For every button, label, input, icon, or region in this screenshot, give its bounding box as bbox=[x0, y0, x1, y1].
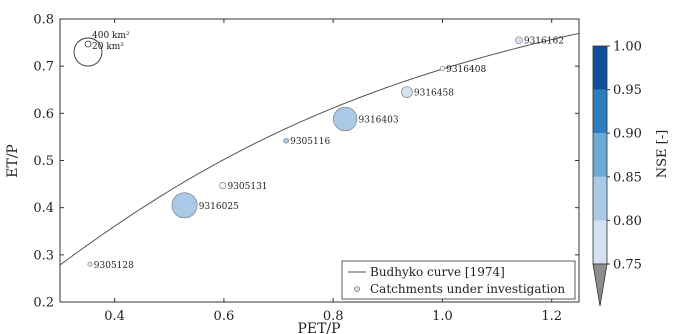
budyko-curve bbox=[60, 32, 579, 266]
catchment-points bbox=[87, 36, 523, 267]
plot-background bbox=[60, 19, 579, 302]
catchment-point bbox=[333, 106, 358, 132]
catchment-label: 9305128 bbox=[94, 261, 134, 271]
y-tick-label: 0.3 bbox=[33, 248, 54, 263]
colorbar-label: NSE [-] bbox=[655, 130, 670, 178]
y-tick-label: 0.5 bbox=[33, 154, 54, 169]
colorbar-tick-label: 1.00 bbox=[613, 40, 642, 55]
y-axis-ticks: 0.2 0.3 0.4 0.5 0.6 0.7 0.8 bbox=[33, 13, 579, 311]
colorbar-segment bbox=[593, 133, 607, 177]
size-legend-small-label: 20 km² bbox=[92, 42, 124, 52]
size-legend-large-label: 400 km² bbox=[92, 31, 130, 41]
colorbar-tick-label: 0.75 bbox=[613, 258, 642, 273]
colorbar-tick-label: 0.85 bbox=[613, 170, 642, 185]
legend-curve-label: Budhyko curve [1974] bbox=[370, 265, 505, 279]
catchment-label: 9316162 bbox=[524, 37, 564, 47]
catchment-label: 9316408 bbox=[446, 65, 486, 75]
y-tick-label: 0.7 bbox=[33, 60, 54, 75]
colorbar-tick-label: 0.80 bbox=[613, 214, 642, 229]
colorbar-tick-label: 0.95 bbox=[613, 83, 642, 98]
size-legend-large-circle bbox=[73, 37, 103, 67]
colorbar-segment bbox=[593, 89, 607, 134]
colorbar-segment bbox=[593, 220, 607, 264]
legend-point-swatch bbox=[354, 286, 360, 292]
x-tick-label: 1.2 bbox=[541, 309, 562, 324]
size-legend-small-circle bbox=[84, 40, 92, 48]
legend-box: Budhyko curve [1974] Catchments under in… bbox=[341, 260, 576, 300]
legend-point-label: Catchments under investigation bbox=[370, 282, 565, 296]
catchment-label: 9305131 bbox=[227, 182, 267, 192]
y-tick-label: 0.8 bbox=[33, 13, 54, 28]
catchment-point bbox=[87, 261, 93, 267]
catchment-point bbox=[401, 86, 413, 98]
x-axis-label: PET/P bbox=[297, 321, 340, 334]
catchment-point bbox=[515, 36, 523, 44]
y-tick-label: 0.4 bbox=[33, 201, 54, 216]
catchment-label: 9316403 bbox=[359, 115, 399, 125]
colorbar-extend-triangle bbox=[592, 263, 608, 307]
catchment-point bbox=[283, 137, 289, 144]
catchment-point bbox=[439, 66, 445, 72]
catchment-point bbox=[219, 182, 227, 189]
x-axis-ticks: 0.4 0.6 0.8 1.0 1.2 bbox=[104, 19, 562, 324]
catchment-label: 9316458 bbox=[414, 89, 454, 99]
catchment-label: 9305116 bbox=[290, 137, 330, 147]
y-tick-label: 0.2 bbox=[33, 296, 54, 311]
catchment-point bbox=[171, 192, 198, 219]
colorbar-segment bbox=[593, 176, 607, 221]
colorbar: 0.75 0.80 0.85 0.90 0.95 1.00 bbox=[592, 40, 642, 307]
x-tick-label: 0.4 bbox=[104, 309, 125, 324]
y-axis-label: ET/P bbox=[5, 144, 21, 178]
x-tick-label: 0.6 bbox=[214, 309, 235, 324]
colorbar-tick-label: 0.90 bbox=[613, 127, 642, 142]
legend-frame bbox=[341, 260, 576, 300]
x-tick-label: 0.8 bbox=[323, 309, 344, 324]
catchment-labels: 9305128 9316025 9305131 9305116 9316403 93164… bbox=[94, 37, 564, 271]
catchment-label: 9316025 bbox=[199, 202, 239, 212]
colorbar-segment bbox=[593, 46, 607, 90]
y-tick-label: 0.6 bbox=[33, 107, 54, 122]
x-tick-label: 1.0 bbox=[432, 309, 453, 324]
size-legend: 400 km² 20 km² bbox=[73, 31, 130, 67]
